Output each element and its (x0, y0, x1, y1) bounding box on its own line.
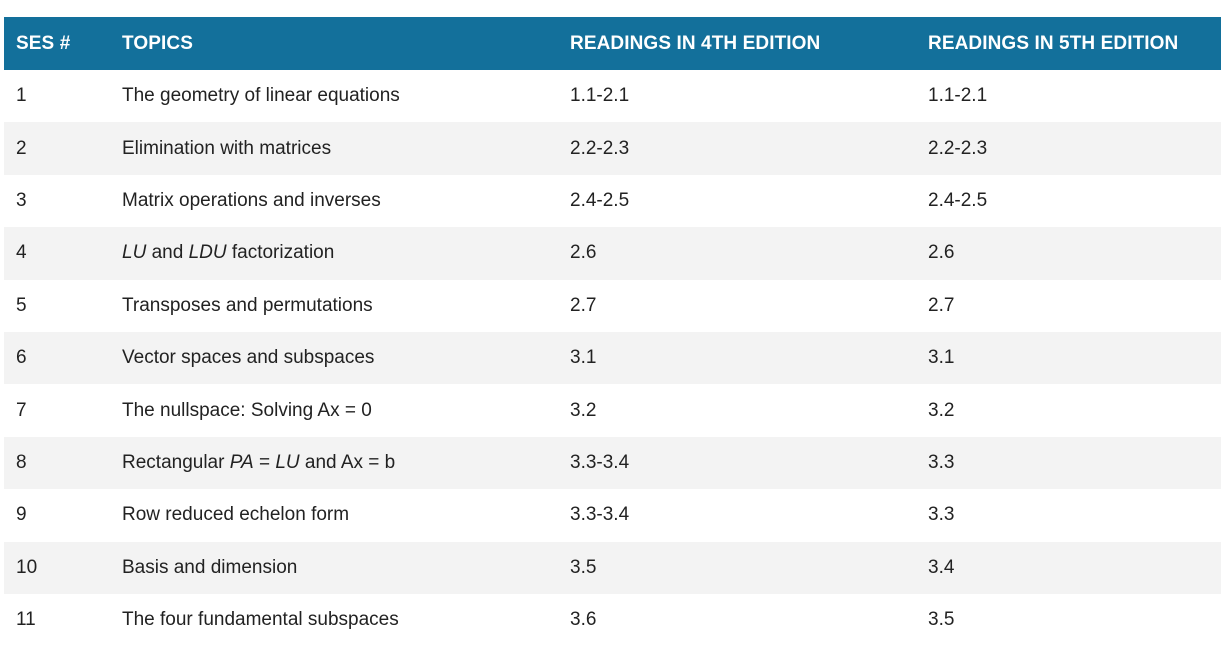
topic-text: Basis and dimension (122, 556, 298, 578)
topic-text: Transposes and permutations (122, 294, 373, 316)
session-number: 11 (16, 609, 36, 631)
topic-cell: Elimination with matrices (110, 122, 558, 174)
topic-cell: The four fundamental subspaces (110, 594, 558, 646)
reading-5th-edition: 3.1 (928, 347, 955, 369)
session-number: 8 (16, 451, 27, 473)
session-number: 4 (16, 242, 27, 264)
schedule-table-container: SES # TOPICS READINGS IN 4TH EDITION REA… (4, 17, 1221, 647)
session-number: 1 (16, 85, 27, 107)
topic-italic-text: LU (122, 242, 147, 264)
table-row: 9 Row reduced echelon form 3.3-3.4 3.3 (4, 489, 1221, 542)
schedule-table: SES # TOPICS READINGS IN 4TH EDITION REA… (4, 17, 1221, 647)
topic-italic-text: LU (275, 451, 300, 473)
table-row: 3 Matrix operations and inverses 2.4-2.5 2.… (4, 174, 1221, 228)
topic-cell: Vector spaces and subspaces (110, 332, 558, 384)
reading-5th-edition: 2.2-2.3 (928, 137, 988, 159)
topic-text: and Ax = b (299, 451, 396, 473)
reading-4th-edition: 2.6 (570, 242, 597, 264)
topic-text: Row reduced echelon form (122, 504, 350, 526)
topic-text: Elimination with matrices (122, 137, 332, 159)
session-number: 9 (16, 504, 27, 526)
reading-5th-edition: 3.4 (928, 556, 955, 578)
session-number: 5 (16, 294, 27, 316)
topic-cell: The geometry of linear equations (110, 70, 558, 122)
reading-4th-edition: 3.3-3.4 (570, 451, 630, 473)
reading-4th-edition: 1.1-2.1 (570, 85, 630, 107)
topic-italic-text: PA (229, 451, 254, 473)
topic-cell: Matrix operations and inverses (110, 175, 558, 227)
session-number: 7 (16, 399, 27, 421)
session-number: 10 (16, 556, 38, 578)
table-row: 10 Basis and dimension 3.5 3.4 (4, 541, 1221, 594)
table-row: 5 Transposes and permutations 2.7 2.7 (4, 279, 1221, 332)
session-number: 3 (16, 189, 27, 211)
topic-text: The four fundamental subspaces (122, 609, 399, 631)
session-number: 6 (16, 347, 27, 369)
topic-text: Vector spaces and subspaces (122, 347, 375, 369)
header-session: SES # (16, 32, 71, 54)
reading-4th-edition: 3.6 (570, 609, 597, 631)
reading-4th-edition: 3.5 (570, 556, 597, 578)
header-topics: TOPICS (122, 32, 193, 54)
table-row: 6 Vector spaces and subspaces 3.1 3.1 (4, 331, 1221, 385)
table-header: SES # TOPICS READINGS IN 4TH EDITION REA… (4, 17, 1221, 70)
table-row: 11 The four fundamental subspaces 3.6 3.5 (4, 593, 1221, 647)
reading-4th-edition: 3.3-3.4 (570, 504, 630, 526)
topic-text: = (253, 451, 276, 473)
header-readings-5th: READINGS IN 5TH EDITION (928, 32, 1179, 54)
topic-cell: The nullspace: Solving Ax = 0 (110, 384, 558, 436)
reading-4th-edition: 2.4-2.5 (570, 189, 630, 211)
topic-text: factorization (226, 242, 335, 264)
table-body: 1 The geometry of linear equations 1.1-2.1… (4, 70, 1221, 647)
header-readings-4th: READINGS IN 4TH EDITION (570, 32, 821, 54)
topic-cell: Basis and dimension (110, 542, 558, 594)
topic-text: Matrix operations and inverses (122, 189, 381, 211)
topic-text: and (146, 242, 189, 264)
topic-italic-text: LDU (188, 242, 227, 264)
topic-cell: Rectangular PA = LU and Ax = b (110, 437, 558, 489)
table-row: 1 The geometry of linear equations 1.1-2.1… (4, 70, 1221, 123)
table-row: 4 LU and LDU factorization 2.6 2.6 (4, 227, 1221, 280)
reading-5th-edition: 3.5 (928, 609, 955, 631)
topic-cell: Transposes and permutations (110, 280, 558, 332)
reading-4th-edition: 2.2-2.3 (570, 137, 630, 159)
reading-4th-edition: 2.7 (570, 294, 597, 316)
reading-5th-edition: 2.4-2.5 (928, 189, 988, 211)
table-row: 7 The nullspace: Solving Ax = 0 3.2 3.2 (4, 384, 1221, 437)
session-number: 2 (16, 137, 27, 159)
topic-text: The geometry of linear equations (122, 85, 400, 107)
reading-5th-edition: 3.2 (928, 399, 955, 421)
table-row: 8 Rectangular PA = LU and Ax = b 3.3-3.4 3.… (4, 436, 1221, 490)
table-row: 2 Elimination with matrices 2.2-2.3 2.2-2.3 (4, 122, 1221, 175)
table-header-row: SES # TOPICS READINGS IN 4TH EDITION REA… (4, 17, 1221, 70)
topic-text: The nullspace: Solving Ax = 0 (122, 399, 372, 421)
reading-5th-edition: 3.3 (928, 504, 955, 526)
topic-cell: Row reduced echelon form (110, 489, 558, 541)
reading-4th-edition: 3.1 (570, 347, 597, 369)
reading-5th-edition: 2.6 (928, 242, 955, 264)
reading-5th-edition: 3.3 (928, 451, 955, 473)
topic-text: Rectangular (122, 451, 230, 473)
reading-5th-edition: 2.7 (928, 294, 955, 316)
reading-5th-edition: 1.1-2.1 (928, 85, 988, 107)
topic-cell: LU and LDU factorization (110, 227, 558, 279)
reading-4th-edition: 3.2 (570, 399, 597, 421)
